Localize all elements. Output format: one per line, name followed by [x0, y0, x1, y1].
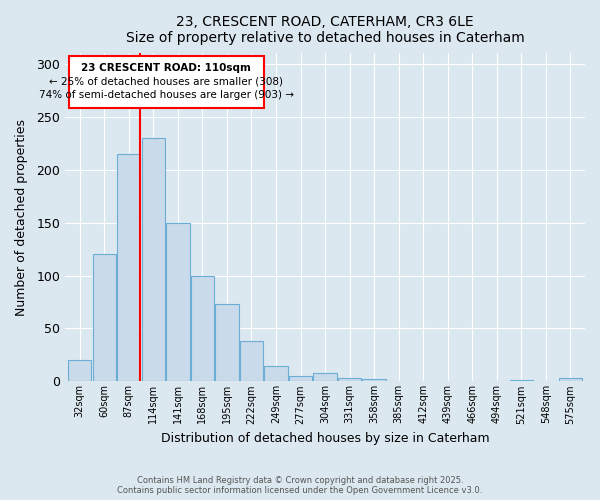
- Bar: [142, 138, 165, 382]
- Bar: [166, 222, 190, 382]
- Bar: [191, 276, 214, 382]
- Text: ← 25% of detached houses are smaller (308): ← 25% of detached houses are smaller (30…: [49, 76, 283, 86]
- FancyBboxPatch shape: [69, 56, 264, 108]
- Bar: [362, 380, 386, 382]
- Title: 23, CRESCENT ROAD, CATERHAM, CR3 6LE
Size of property relative to detached house: 23, CRESCENT ROAD, CATERHAM, CR3 6LE Siz…: [125, 15, 524, 45]
- Bar: [68, 360, 91, 382]
- Bar: [117, 154, 140, 382]
- Text: 74% of semi-detached houses are larger (903) →: 74% of semi-detached houses are larger (…: [39, 90, 294, 101]
- Bar: [265, 366, 287, 382]
- Bar: [559, 378, 582, 382]
- Bar: [509, 380, 533, 382]
- Bar: [289, 376, 312, 382]
- Text: Contains HM Land Registry data © Crown copyright and database right 2025.
Contai: Contains HM Land Registry data © Crown c…: [118, 476, 482, 495]
- Bar: [338, 378, 361, 382]
- Bar: [92, 254, 116, 382]
- Bar: [215, 304, 239, 382]
- Text: 23 CRESCENT ROAD: 110sqm: 23 CRESCENT ROAD: 110sqm: [81, 63, 251, 73]
- Y-axis label: Number of detached properties: Number of detached properties: [15, 119, 28, 316]
- Bar: [313, 373, 337, 382]
- X-axis label: Distribution of detached houses by size in Caterham: Distribution of detached houses by size …: [161, 432, 490, 445]
- Bar: [240, 341, 263, 382]
